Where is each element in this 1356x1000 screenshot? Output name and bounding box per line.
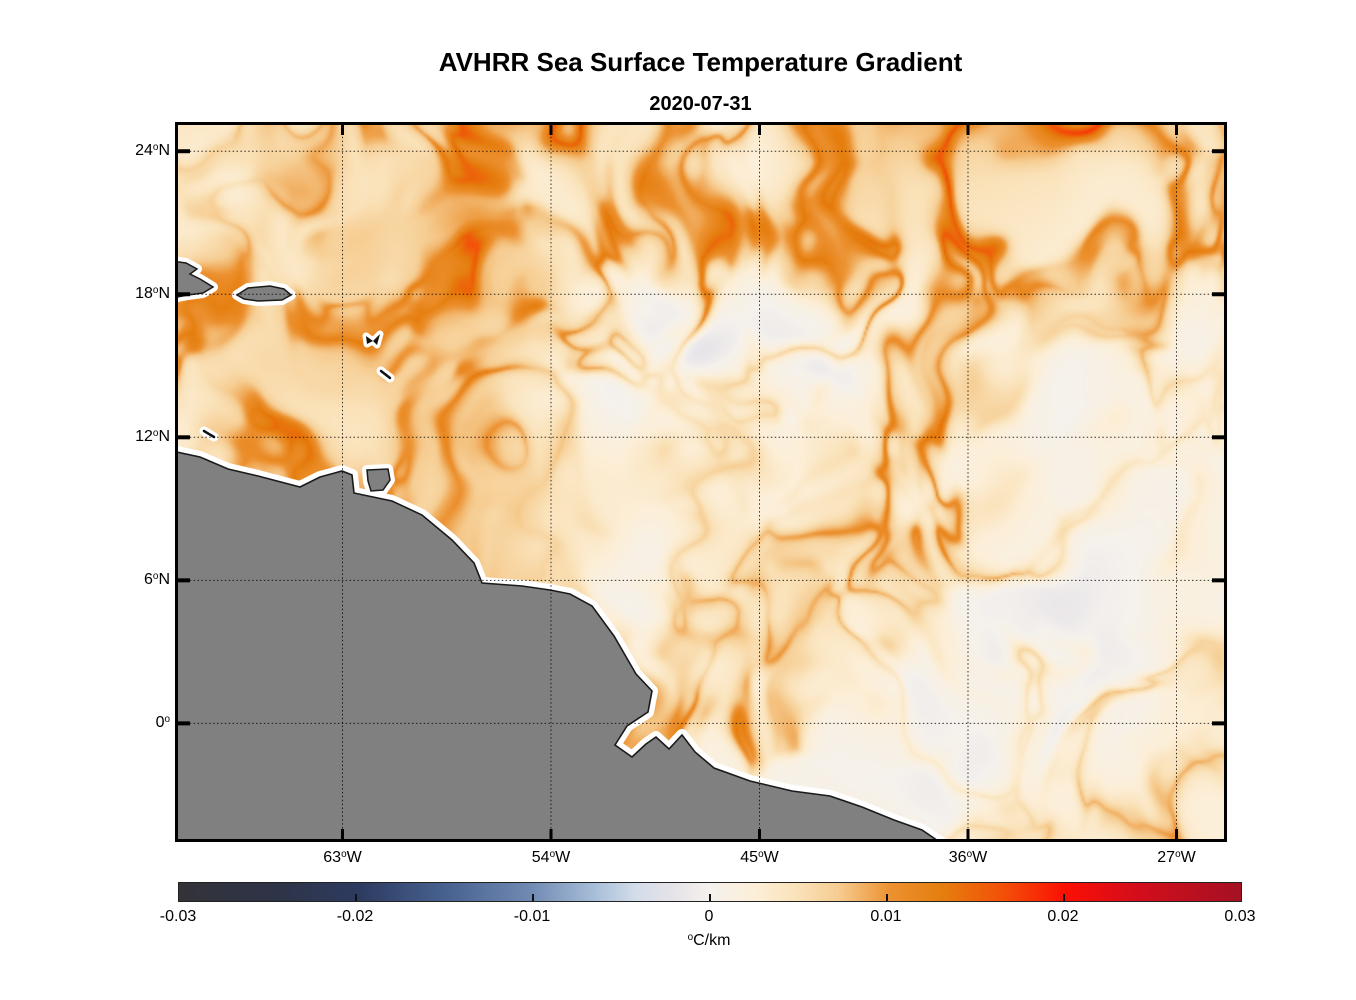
tick-number: 45	[740, 849, 759, 866]
chart-title: AVHRR Sea Surface Temperature Gradient	[438, 47, 963, 77]
x-tick-label: 36oW	[923, 847, 1013, 869]
colorbar-tick-label: 0.02	[1047, 908, 1079, 925]
tick-number: 54	[531, 849, 550, 866]
tick-number: 27	[1157, 849, 1176, 866]
degree-glyph: o	[152, 428, 159, 440]
hemisphere-letter: N	[158, 142, 170, 160]
islet-mark	[379, 369, 392, 380]
land-island	[366, 468, 391, 492]
map-plot-inner	[178, 125, 1224, 839]
x-tick-label: 45oW	[714, 847, 804, 869]
chart-subtitle: 2020-07-31	[649, 93, 752, 115]
degree-glyph: o	[687, 932, 694, 944]
degree-glyph: o	[152, 285, 159, 297]
colorbar	[178, 882, 1242, 902]
islet-mark	[366, 336, 373, 344]
degree-glyph: o	[152, 571, 159, 583]
degree-glyph: o	[164, 714, 170, 726]
y-tick-label: 0o	[80, 712, 170, 734]
tick-number: 6	[144, 571, 153, 589]
land-island	[178, 261, 215, 298]
hemisphere-letter: W	[972, 849, 988, 866]
colorbar-tick-label: 0	[704, 908, 714, 925]
colorbar-tick	[532, 894, 534, 901]
hemisphere-letter: W	[346, 849, 362, 866]
colorbar-gradient	[179, 883, 1241, 901]
degree-glyph: o	[966, 849, 973, 861]
colorbar-tick	[709, 894, 711, 901]
x-tick-label: 54oW	[506, 847, 596, 869]
colorbar-tick	[886, 894, 888, 901]
tick-number: 0	[155, 714, 165, 732]
y-tick-label: 18oN	[80, 283, 170, 305]
map-plot-area	[175, 122, 1227, 842]
colorbar-tick-label: -0.01	[513, 908, 551, 925]
land-island	[235, 285, 293, 302]
hemisphere-letter: N	[158, 285, 170, 303]
tick-number: 12	[135, 428, 153, 446]
colorbar-tick-label: -0.03	[159, 908, 197, 925]
degree-glyph: o	[549, 849, 556, 861]
islet-mark	[202, 429, 216, 439]
tick-number: 36	[948, 849, 967, 866]
hemisphere-letter: W	[1180, 849, 1196, 866]
colorbar-tick	[355, 894, 357, 901]
colorbar-unit-label: oC/km	[649, 932, 769, 950]
degree-glyph: o	[1175, 849, 1181, 861]
hemisphere-letter: W	[763, 849, 779, 866]
degree-glyph: o	[341, 849, 347, 861]
degree-glyph: o	[152, 142, 159, 154]
colorbar-tick-label: 0.01	[870, 908, 902, 925]
land-mainland	[178, 451, 937, 839]
colorbar-tick	[1063, 894, 1065, 901]
y-tick-label: 6oN	[80, 569, 170, 591]
tick-number: 18	[135, 285, 153, 303]
colorbar-tick-label: 0.03	[1224, 908, 1256, 925]
y-tick-label: 12oN	[80, 426, 170, 448]
colorbar-unit-text: C/km	[693, 932, 731, 949]
tick-number: 24	[135, 142, 153, 160]
hemisphere-letter: N	[158, 571, 170, 589]
colorbar-tick-label: -0.02	[336, 908, 374, 925]
hemisphere-letter: N	[158, 428, 170, 446]
y-tick-label: 24oN	[80, 140, 170, 162]
x-tick-label: 63oW	[297, 847, 387, 869]
map-overlay-svg	[178, 125, 1224, 839]
tick-number: 63	[323, 849, 342, 866]
degree-glyph: o	[758, 849, 764, 861]
x-tick-label: 27oW	[1132, 847, 1222, 869]
islet-mark	[373, 334, 380, 345]
hemisphere-letter: W	[555, 849, 571, 866]
